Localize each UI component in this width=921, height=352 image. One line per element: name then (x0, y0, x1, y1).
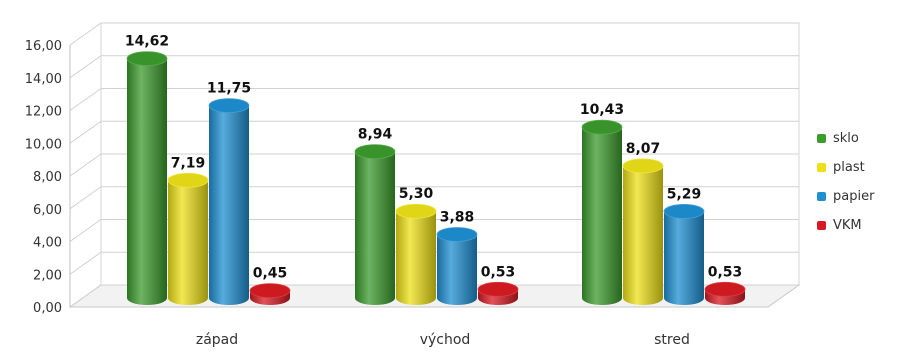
y-tick-label: 8,00 (33, 170, 62, 185)
data-label: 0,53 (481, 264, 516, 280)
bar-papier-západ (208, 98, 250, 305)
gridline-depth (69, 186, 102, 210)
category-label: stred (654, 332, 690, 348)
gridline-depth (69, 219, 102, 242)
bar-body (437, 234, 477, 305)
bar-VKM-východ (477, 281, 519, 305)
y-tick-label: 2,00 (33, 268, 62, 283)
bar-top (663, 203, 705, 219)
y-tick-label: 6,00 (33, 203, 62, 218)
data-label: 8,07 (626, 141, 661, 157)
data-label: 8,94 (358, 127, 393, 143)
bar-sklo-stred (581, 119, 623, 306)
bar-body (623, 165, 663, 305)
legend-item-papier: papier (817, 185, 921, 207)
bar-body (127, 58, 167, 305)
y-tick-label: 0,00 (33, 301, 62, 316)
bar-body (582, 127, 622, 306)
data-label: 10,43 (580, 102, 624, 118)
bar-body (355, 151, 395, 305)
bar-top (126, 51, 168, 66)
gridline-depth (69, 55, 102, 79)
bar-top (622, 158, 664, 174)
x-axis-categories: západ východ stred (196, 332, 690, 348)
bar-top (354, 144, 396, 160)
data-label: 14,62 (125, 34, 169, 50)
data-labels: 14,62 7,19 11,75 0,45 8,94 5,30 3,88 0,53 10,43 8… (125, 34, 742, 282)
bar-top (395, 203, 437, 219)
gridline-depth (69, 22, 102, 46)
bar-VKM-stred (704, 281, 746, 305)
y-tick-label: 12,00 (25, 105, 62, 120)
data-label: 5,29 (667, 186, 702, 202)
legend: sklo plast papier VKM (817, 127, 921, 243)
gridline-depth (69, 251, 102, 275)
bar-sklo-východ (354, 144, 396, 305)
legend-item-plast: plast (817, 156, 921, 178)
bar-papier-východ (436, 227, 478, 305)
legend-swatch (817, 220, 826, 230)
gridline-depth (69, 284, 102, 308)
legend-item-VKM: VKM (817, 214, 921, 236)
legend-label: papier (833, 188, 875, 204)
data-label: 11,75 (207, 81, 251, 97)
legend-swatch (817, 133, 826, 143)
bar-sklo-západ (126, 51, 168, 305)
legend-swatch (817, 191, 826, 201)
legend-label: VKM (833, 217, 862, 233)
gridline-depth (69, 153, 102, 177)
gridline-depth (69, 120, 102, 144)
data-label: 5,30 (399, 186, 434, 202)
bars (126, 51, 746, 306)
y-tick-label: 14,00 (25, 72, 62, 87)
bar-body (209, 105, 249, 305)
bar-top (249, 283, 291, 299)
category-label: východ (420, 332, 471, 348)
bar-plast-stred (622, 158, 664, 305)
bar-plast-východ (395, 203, 437, 305)
y-tick-label: 10,00 (25, 137, 62, 152)
bar-top (208, 98, 250, 113)
bar-body (664, 211, 704, 305)
bar-top (704, 281, 746, 297)
legend-item-sklo: sklo (817, 127, 921, 149)
bar-body (396, 211, 436, 305)
data-label: 0,45 (253, 266, 288, 282)
y-tick-label: 4,00 (33, 236, 62, 251)
bar-plast-západ (167, 172, 209, 305)
bar-top (167, 172, 209, 188)
legend-label: plast (833, 159, 865, 175)
legend-label: sklo (833, 130, 859, 146)
bar-body (168, 180, 208, 305)
bar-top (436, 227, 478, 242)
gridline-depth (69, 88, 102, 111)
data-label: 3,88 (440, 209, 475, 225)
y-tick-label: 16,00 (25, 39, 62, 54)
category-label: západ (196, 332, 238, 348)
legend-swatch (817, 162, 826, 172)
bar-top (581, 119, 623, 135)
bar-top (477, 281, 519, 297)
y-axis-ticks: 0,00 2,00 4,00 6,00 8,00 10,00 12,00 14,00 16,00 (25, 39, 62, 316)
bar-VKM-západ (249, 283, 291, 305)
data-label: 7,19 (171, 155, 206, 171)
data-label: 0,53 (708, 264, 743, 280)
bar-papier-stred (663, 203, 705, 305)
